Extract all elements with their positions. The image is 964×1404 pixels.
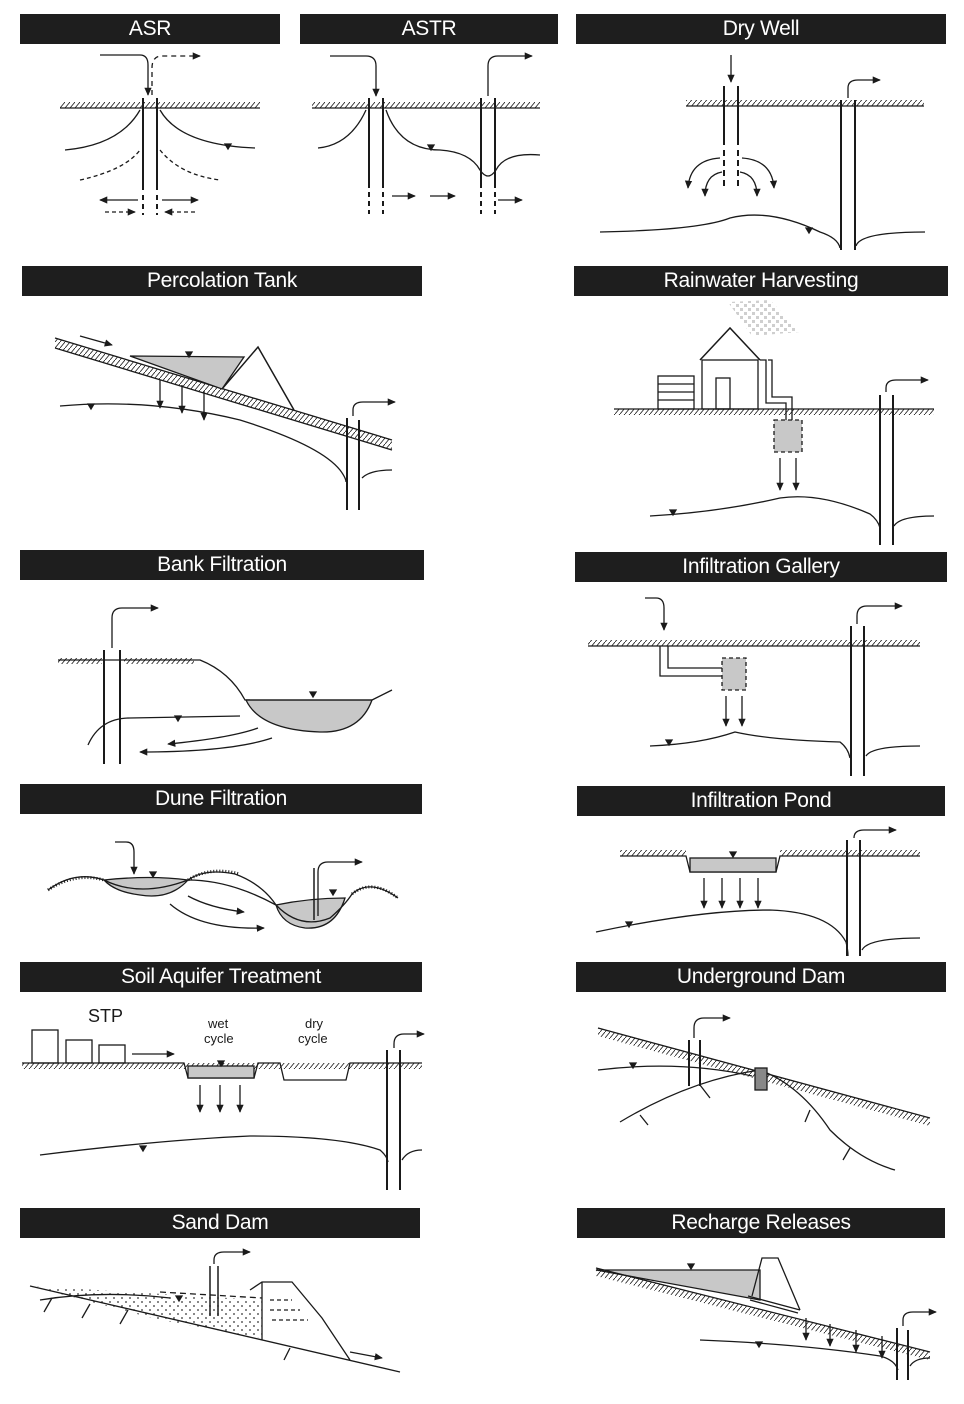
asr-diagram xyxy=(60,52,260,216)
panel-title-underground-dam: Underground Dam xyxy=(576,962,946,992)
panel-title-dry-well: Dry Well xyxy=(576,14,946,44)
panel-title-rainwater-harvesting: Rainwater Harvesting xyxy=(574,266,948,296)
panel-title-infiltration-pond: Infiltration Pond xyxy=(577,786,945,816)
infiltration-pond-diagram xyxy=(595,826,921,957)
infiltration-gallery-diagram xyxy=(588,597,921,776)
stp-label: STP xyxy=(88,1006,123,1026)
panel-title-astr: ASTR xyxy=(300,14,558,44)
dry-well-diagram xyxy=(599,55,926,250)
percolation-tank-diagram xyxy=(54,335,396,510)
panel-title-asr: ASR xyxy=(20,14,280,44)
sand-dam-diagram xyxy=(29,1248,401,1373)
panel-title-infiltration-gallery: Infiltration Gallery xyxy=(575,552,947,582)
underground-dam-diagram xyxy=(597,1014,931,1171)
recharge-releases-diagram xyxy=(595,1257,937,1380)
soil-aquifer-treatment-diagram xyxy=(22,1029,425,1190)
wet-cycle-label-1: wet xyxy=(207,1016,229,1031)
panel-title-soil-aquifer-treatment: Soil Aquifer Treatment xyxy=(20,962,422,992)
bank-filtration-diagram xyxy=(58,604,393,764)
panel-title-sand-dam: Sand Dam xyxy=(20,1208,420,1238)
astr-diagram xyxy=(312,52,541,214)
dry-cycle-label-1: dry xyxy=(305,1016,324,1031)
dry-cycle-label-2: cycle xyxy=(298,1031,328,1046)
panel-title-percolation-tank: Percolation Tank xyxy=(22,266,422,296)
panel-title-bank-filtration: Bank Filtration xyxy=(20,550,424,580)
rainwater-harvesting-diagram xyxy=(614,300,935,545)
dune-filtration-diagram xyxy=(47,841,399,932)
panel-title-dune-filtration: Dune Filtration xyxy=(20,784,422,814)
wet-cycle-label-2: cycle xyxy=(204,1031,234,1046)
panel-title-recharge-releases: Recharge Releases xyxy=(577,1208,945,1238)
